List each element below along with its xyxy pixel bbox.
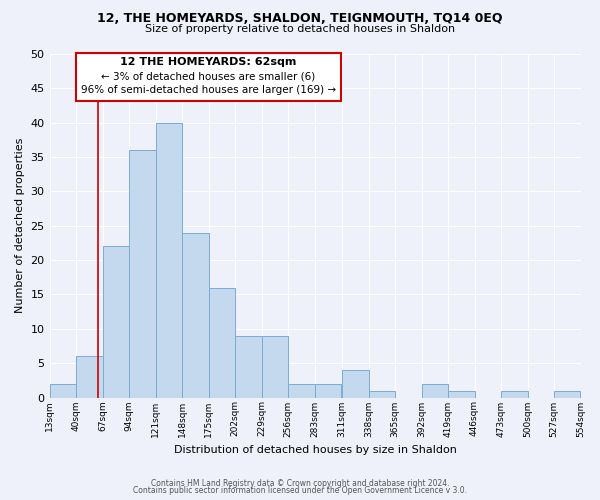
- Bar: [76, 356, 103, 398]
- Bar: [448, 390, 475, 398]
- Text: 96% of semi-detached houses are larger (169) →: 96% of semi-detached houses are larger (…: [81, 85, 336, 95]
- Y-axis label: Number of detached properties: Number of detached properties: [15, 138, 25, 314]
- Bar: [262, 336, 288, 398]
- Text: Contains HM Land Registry data © Crown copyright and database right 2024.: Contains HM Land Registry data © Crown c…: [151, 478, 449, 488]
- Text: Contains public sector information licensed under the Open Government Licence v : Contains public sector information licen…: [133, 486, 467, 495]
- Bar: [155, 122, 182, 398]
- Bar: [235, 336, 262, 398]
- Text: Size of property relative to detached houses in Shaldon: Size of property relative to detached ho…: [145, 24, 455, 34]
- Bar: [554, 390, 580, 398]
- Bar: [50, 384, 76, 398]
- Bar: [182, 232, 209, 398]
- Text: ← 3% of detached houses are smaller (6): ← 3% of detached houses are smaller (6): [101, 71, 316, 81]
- Bar: [129, 150, 155, 398]
- Bar: [288, 384, 314, 398]
- Bar: [501, 390, 527, 398]
- X-axis label: Distribution of detached houses by size in Shaldon: Distribution of detached houses by size …: [173, 445, 457, 455]
- Bar: [103, 246, 129, 398]
- Bar: [314, 384, 341, 398]
- Bar: [368, 390, 395, 398]
- FancyBboxPatch shape: [76, 52, 341, 100]
- Bar: [342, 370, 368, 398]
- Text: 12, THE HOMEYARDS, SHALDON, TEIGNMOUTH, TQ14 0EQ: 12, THE HOMEYARDS, SHALDON, TEIGNMOUTH, …: [97, 12, 503, 26]
- Bar: [422, 384, 448, 398]
- Text: 12 THE HOMEYARDS: 62sqm: 12 THE HOMEYARDS: 62sqm: [121, 58, 297, 68]
- Bar: [209, 288, 235, 398]
